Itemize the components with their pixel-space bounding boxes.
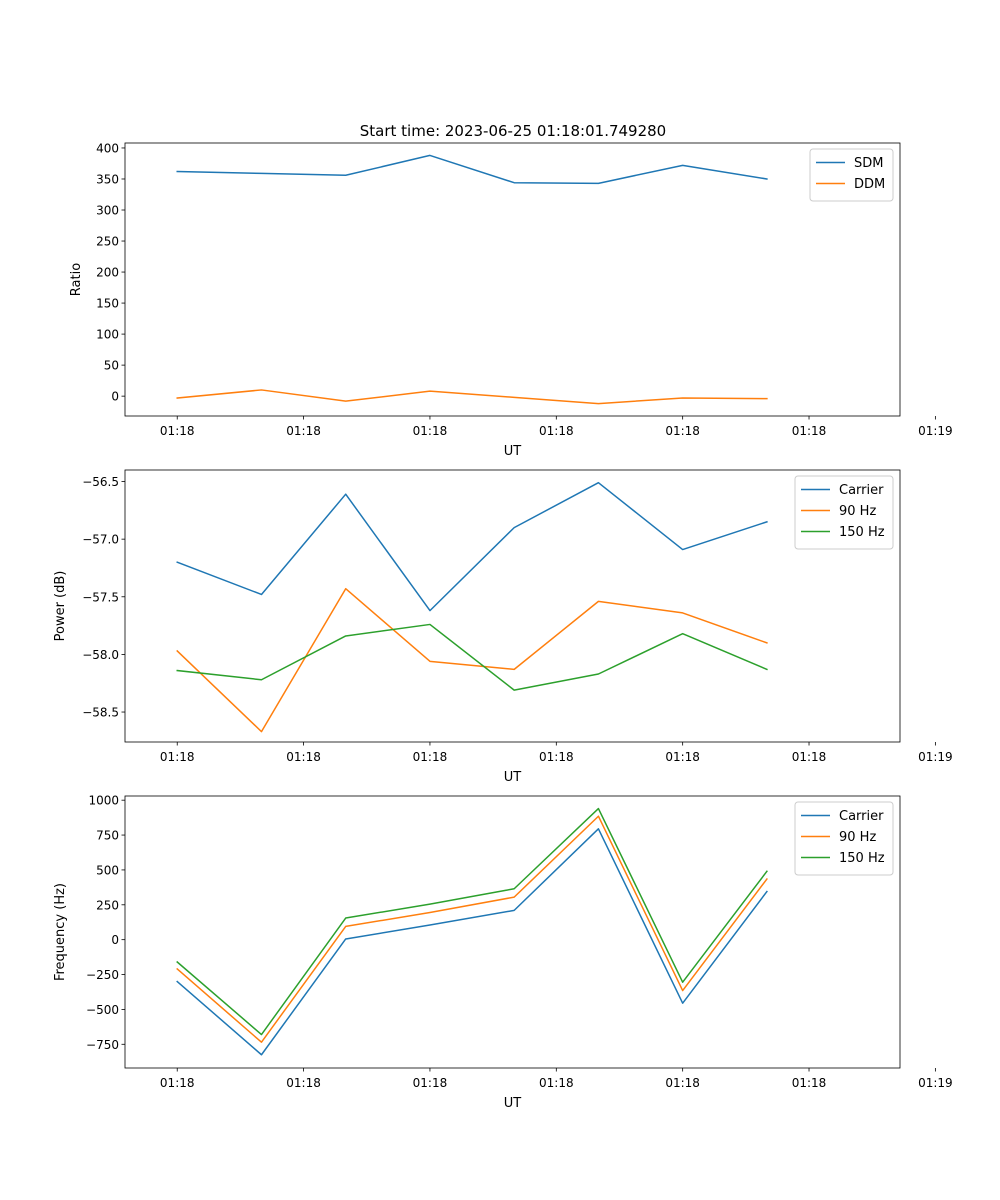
y-tick-label: −58.5	[82, 706, 119, 720]
y-tick-label: 250	[96, 235, 119, 249]
y-tick-label: −58.0	[82, 648, 119, 662]
x-tick-label: 01:18	[539, 424, 574, 438]
x-axis-label: UT	[504, 444, 522, 459]
y-tick-label: 100	[96, 328, 119, 342]
x-tick-label: 01:18	[286, 750, 321, 764]
legend-label: DDM	[854, 177, 885, 192]
axes-frame	[124, 795, 901, 1069]
legend-label: 90 Hz	[839, 830, 876, 845]
y-axis-label: Power (dB)	[53, 571, 68, 642]
legend: SDM DDM	[809, 148, 894, 202]
chart-panel-3: −750 −500 −250 0 250 500 750 1000 01:18 01:18 01:1…	[53, 794, 953, 1111]
legend: Carrier 90 Hz 150 Hz	[794, 475, 894, 550]
chart-panel-2: −58.5 −58.0 −57.5 −57.0 −56.5 01:18 01:18 01:18…	[53, 469, 953, 785]
charts-container: 0 50 100 150 200 250 300 350 400 01:18 01:18 01:18 0…	[53, 141, 953, 1111]
y-tick-label: 250	[96, 898, 119, 912]
y-tick-label: 150	[96, 297, 119, 311]
y-tick-label: 0	[111, 933, 119, 947]
x-tick-label: 01:18	[160, 750, 195, 764]
y-tick-label: −750	[86, 1038, 119, 1052]
axes-frame	[124, 142, 901, 417]
series-line-carrier	[176, 828, 768, 1056]
x-tick-label: 01:18	[286, 1076, 321, 1090]
x-tick-label: 01:18	[792, 750, 827, 764]
y-tick-label: 300	[96, 204, 119, 218]
y-tick-label: −250	[86, 968, 119, 982]
x-tick-label: 01:19	[918, 750, 953, 764]
y-tick-label: 750	[96, 829, 119, 843]
x-tick-label: 01:18	[665, 750, 700, 764]
x-tick-label: 01:18	[539, 1076, 574, 1090]
x-tick-label: 01:18	[160, 1076, 195, 1090]
series-line-150-hz	[176, 807, 768, 1036]
x-tick-label: 01:18	[160, 424, 195, 438]
axes-frame	[124, 469, 901, 743]
series-line-carrier	[176, 481, 768, 612]
figure-title: Start time: 2023-06-25 01:18:01.749280	[360, 122, 666, 140]
legend-label: Carrier	[839, 483, 884, 498]
series-line-ddm	[176, 389, 768, 405]
y-tick-label: −57.5	[82, 590, 119, 604]
y-tick-label: −500	[86, 1003, 119, 1017]
series-line-90-hz	[176, 815, 768, 1043]
legend-label: SDM	[854, 156, 883, 171]
x-tick-label: 01:18	[413, 1076, 448, 1090]
y-tick-label: 400	[96, 141, 119, 155]
y-tick-label: 0	[111, 390, 119, 404]
legend-label: 90 Hz	[839, 504, 876, 519]
x-tick-label: 01:18	[792, 424, 827, 438]
x-tick-label: 01:18	[539, 750, 574, 764]
x-tick-label: 01:19	[918, 424, 953, 438]
x-tick-label: 01:18	[792, 1076, 827, 1090]
x-axis-label: UT	[504, 1096, 522, 1111]
x-tick-label: 01:18	[665, 1076, 700, 1090]
y-tick-label: −56.5	[82, 475, 119, 489]
x-tick-label: 01:19	[918, 1076, 953, 1090]
legend-label: Carrier	[839, 809, 884, 824]
y-tick-label: 350	[96, 172, 119, 186]
y-axis-label: Frequency (Hz)	[53, 883, 68, 981]
x-axis-label: UT	[504, 770, 522, 785]
series-line-150-hz	[176, 623, 768, 691]
x-tick-label: 01:18	[665, 424, 700, 438]
y-tick-label: −57.0	[82, 533, 119, 547]
x-tick-label: 01:18	[286, 424, 321, 438]
y-tick-label: 1000	[88, 794, 119, 808]
y-axis-label: Ratio	[69, 263, 84, 296]
legend: Carrier 90 Hz 150 Hz	[794, 801, 894, 876]
series-line-sdm	[176, 154, 768, 185]
x-tick-label: 01:18	[413, 424, 448, 438]
x-tick-label: 01:18	[413, 750, 448, 764]
chart-panel-1: 0 50 100 150 200 250 300 350 400 01:18 01:18 01:18 0…	[69, 141, 953, 459]
y-tick-label: 500	[96, 863, 119, 877]
y-tick-label: 50	[104, 359, 119, 373]
legend-label: 150 Hz	[839, 525, 885, 540]
legend-label: 150 Hz	[839, 851, 885, 866]
y-tick-label: 200	[96, 266, 119, 280]
series-line-90-hz	[176, 587, 768, 733]
